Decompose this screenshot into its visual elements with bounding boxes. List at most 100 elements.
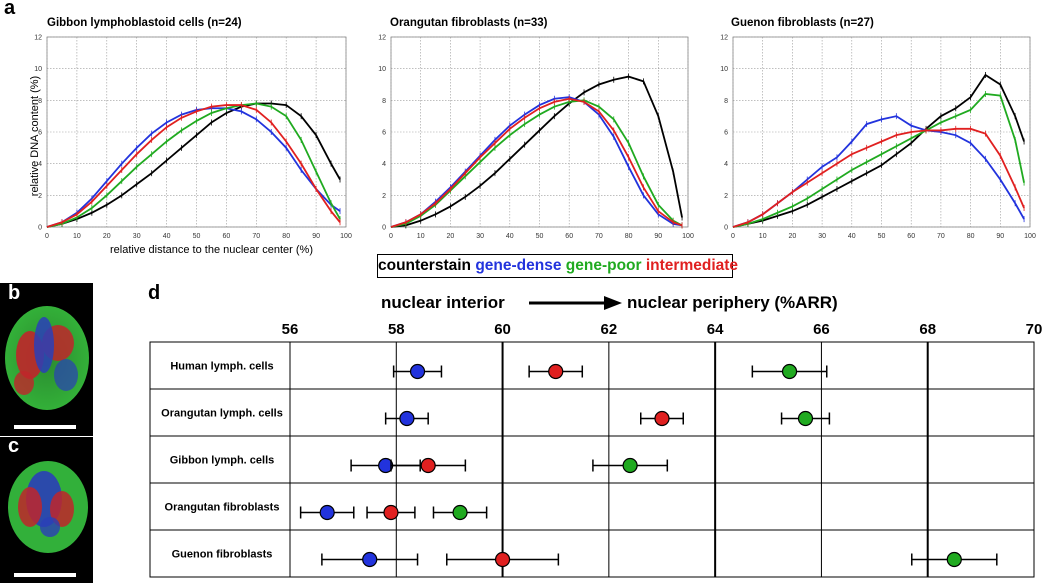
nucleus-rendering-b bbox=[5, 306, 89, 429]
x-tick-label: 80 bbox=[625, 233, 633, 240]
x-tick-label: 62 bbox=[601, 321, 618, 338]
x-tick-label: 30 bbox=[818, 233, 826, 240]
data-point-intermediate bbox=[420, 457, 436, 474]
y-tick-label: 12 bbox=[378, 35, 386, 42]
row-label: Guenon fibroblasts bbox=[172, 549, 273, 561]
y-tick-label: 4 bbox=[724, 161, 728, 168]
x-tick-label: 90 bbox=[312, 233, 320, 240]
legend-gene-dense: gene-dense bbox=[475, 257, 562, 274]
y-tick-label: 10 bbox=[378, 66, 386, 73]
x-tick-label: 64 bbox=[707, 321, 724, 338]
data-point-gene-poor bbox=[946, 551, 962, 568]
chart-title: Gibbon lymphoblastoid cells (n=24) bbox=[47, 17, 242, 29]
x-tick-label: 90 bbox=[996, 233, 1004, 240]
x-tick-label: 20 bbox=[103, 233, 111, 240]
y-tick-label: 6 bbox=[382, 130, 386, 137]
x-tick-label: 40 bbox=[848, 233, 856, 240]
y-tick-label: 8 bbox=[724, 98, 728, 105]
line-charts-panel-a: Gibbon lymphoblastoid cells (n=24) 0 2 4 6 8 1… bbox=[29, 17, 1036, 256]
data-point-intermediate bbox=[383, 504, 399, 521]
nucleus-image-b bbox=[0, 283, 93, 436]
y-tick-label: 10 bbox=[720, 66, 728, 73]
x-tick-label: 20 bbox=[789, 233, 797, 240]
nucleus-rendering-c bbox=[8, 461, 88, 577]
series-line-gene-poor bbox=[732, 93, 1025, 228]
x-tick-label: 100 bbox=[340, 233, 352, 240]
x-tick-label: 40 bbox=[163, 233, 171, 240]
y-tick-label: 4 bbox=[382, 161, 386, 168]
y-tick-label: 4 bbox=[38, 161, 42, 168]
y-tick-label: 2 bbox=[38, 193, 42, 200]
x-tick-label: 0 bbox=[45, 233, 49, 240]
line-chart-1: Gibbon lymphoblastoid cells (n=24) 0 2 4 6 8 1… bbox=[29, 17, 352, 256]
x-tick-label: 10 bbox=[759, 233, 767, 240]
plot-frame bbox=[390, 36, 689, 228]
legend-counterstain: counterstain bbox=[378, 257, 472, 274]
data-point-gene-dense bbox=[319, 504, 335, 521]
chart-title: Orangutan fibroblasts (n=33) bbox=[390, 17, 548, 29]
y-tick-label: 0 bbox=[382, 225, 386, 232]
x-tick-label: 60 bbox=[494, 321, 511, 338]
x-tick-label: 80 bbox=[282, 233, 290, 240]
x-tick-label: 56 bbox=[282, 321, 299, 338]
x-tick-label: 90 bbox=[654, 233, 662, 240]
row-label: Human lymph. cells bbox=[170, 361, 273, 373]
x-tick-label: 100 bbox=[1024, 233, 1036, 240]
data-point-gene-dense bbox=[362, 551, 378, 568]
y-tick-label: 6 bbox=[38, 130, 42, 137]
x-tick-label: 70 bbox=[252, 233, 260, 240]
x-axis-label: relative distance to the nuclear center … bbox=[110, 244, 313, 256]
nucleus-image-c bbox=[0, 437, 93, 583]
x-tick-label: 10 bbox=[73, 233, 81, 240]
y-tick-label: 2 bbox=[724, 193, 728, 200]
x-tick-label: 70 bbox=[1026, 321, 1042, 338]
y-tick-label: 0 bbox=[724, 225, 728, 232]
x-tick-label: 100 bbox=[682, 233, 694, 240]
dot-plot: nuclear interior nuclear periphery (%ARR)… bbox=[149, 293, 1042, 578]
table-frame bbox=[149, 341, 1035, 578]
x-tick-label: 0 bbox=[389, 233, 393, 240]
x-tick-label: 10 bbox=[417, 233, 425, 240]
data-point-gene-poor bbox=[781, 363, 798, 380]
x-tick-label: 60 bbox=[907, 233, 915, 240]
data-point-gene-poor bbox=[622, 457, 638, 474]
row-label: Orangutan fibroblasts bbox=[165, 502, 280, 514]
x-tick-label: 30 bbox=[133, 233, 141, 240]
x-tick-label: 40 bbox=[506, 233, 514, 240]
y-tick-label: 0 bbox=[38, 225, 42, 232]
data-point-gene-poor bbox=[452, 504, 468, 521]
panel-label-b: b bbox=[8, 282, 21, 304]
x-tick-label: 60 bbox=[565, 233, 573, 240]
line-chart-3: Guenon fibroblasts (n=27) 0 2 4 6 8 10 12 0 10 20 3… bbox=[720, 17, 1036, 240]
x-tick-label: 70 bbox=[937, 233, 945, 240]
legend-intermediate: intermediate bbox=[645, 257, 739, 274]
y-tick-label: 6 bbox=[724, 130, 728, 137]
plot-frame bbox=[732, 36, 1031, 228]
x-tick-label: 50 bbox=[536, 233, 544, 240]
x-tick-label: 58 bbox=[388, 321, 405, 338]
data-point-gene-poor bbox=[797, 410, 814, 427]
x-tick-label: 20 bbox=[447, 233, 455, 240]
data-point-intermediate bbox=[654, 410, 670, 427]
y-axis-label: relative DNA content (%) bbox=[29, 76, 41, 196]
x-tick-label: 50 bbox=[193, 233, 201, 240]
data-point-gene-dense bbox=[378, 457, 394, 474]
line-chart-2: Orangutan fibroblasts (n=33) 0 2 4 6 8 10 12 0 10… bbox=[378, 17, 694, 240]
legend: counterstain gene-dense gene-poor interm… bbox=[377, 254, 738, 278]
y-tick-label: 12 bbox=[34, 35, 42, 42]
y-tick-label: 8 bbox=[382, 98, 386, 105]
x-tick-label: 80 bbox=[967, 233, 975, 240]
series-line-gene-poor bbox=[390, 99, 683, 228]
x-tick-label: 0 bbox=[731, 233, 735, 240]
x-tick-label: 70 bbox=[595, 233, 603, 240]
x-tick-label: 68 bbox=[919, 321, 936, 338]
data-point-gene-dense bbox=[409, 363, 426, 380]
plot-frame bbox=[46, 36, 347, 228]
series-line-gene-poor bbox=[46, 102, 341, 228]
x-tick-label: 50 bbox=[878, 233, 886, 240]
x-tick-label: 30 bbox=[476, 233, 484, 240]
y-tick-label: 10 bbox=[34, 66, 42, 73]
row-label: Gibbon lymph. cells bbox=[170, 455, 275, 467]
data-point-gene-dense bbox=[399, 410, 415, 427]
row-label: Orangutan lymph. cells bbox=[161, 408, 283, 420]
